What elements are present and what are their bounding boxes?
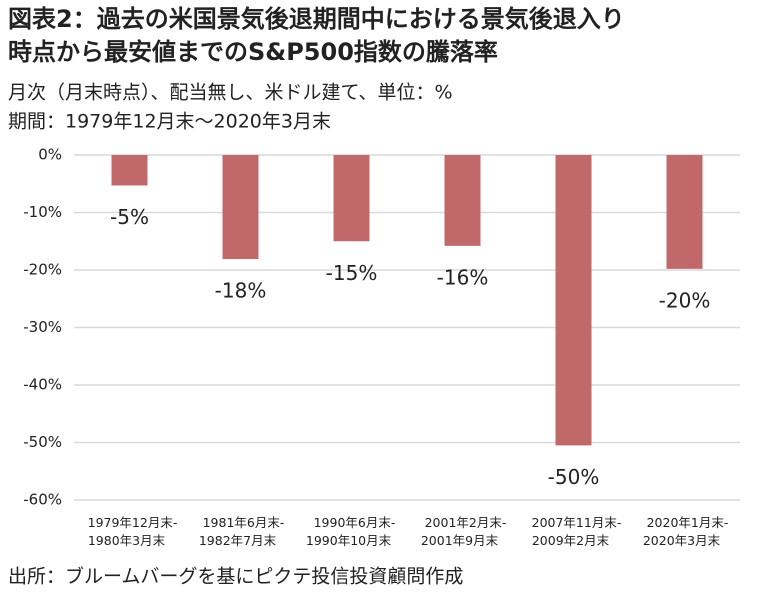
bar xyxy=(222,155,259,260)
y-tick-label: -20% xyxy=(23,261,62,279)
x-tick-label-line: 2001年2月末- xyxy=(425,515,507,530)
y-tick-label: -10% xyxy=(23,203,62,221)
x-tick-label: 1981年6月末- 1982年7月末 xyxy=(199,515,285,548)
x-tick-label: 2001年2月末- 2001年9月末 xyxy=(421,515,507,548)
x-tick-label-line: 1979年12月末- xyxy=(88,515,178,530)
subtitle: 期間：1979年12月末～2020年3月末 xyxy=(8,111,331,133)
y-tick-label: -50% xyxy=(23,433,62,451)
chart-title: 時点から最安値までのS&P500指数の騰落率 xyxy=(8,38,498,66)
bar xyxy=(555,155,592,446)
y-tick-label: -60% xyxy=(23,491,62,509)
value-label: -50% xyxy=(548,465,600,489)
y-tick-label: 0% xyxy=(38,146,62,164)
x-tick-label-line: 2020年3月末 xyxy=(643,533,721,548)
bar xyxy=(111,155,148,186)
bar xyxy=(444,155,481,246)
x-tick-label-line: 2020年1月末- xyxy=(647,515,729,530)
y-tick-label: -30% xyxy=(23,318,62,336)
x-tick-label-line: 1981年6月末- xyxy=(203,515,285,530)
x-tick-label-line: 1990年6月末- xyxy=(314,515,396,530)
subtitle: 月次（月末時点）、配当無し、米ドル建て、単位：% xyxy=(8,82,453,104)
bar xyxy=(666,155,703,269)
y-tick-label: -40% xyxy=(23,376,62,394)
x-tick-label: 2007年11月末- 2009年2月末 xyxy=(532,515,622,548)
value-label: -20% xyxy=(659,288,711,312)
bar xyxy=(333,155,370,242)
value-label: -18% xyxy=(215,279,267,303)
chart-title: 図表2：過去の米国景気後退期間中における景気後退入り xyxy=(8,5,625,33)
source: 出所：ブルームバーグを基にピクテ投信投資顧問作成 xyxy=(8,565,463,588)
value-label: -5% xyxy=(110,205,149,229)
x-tick-label-line: 1980年3月末 xyxy=(88,533,166,548)
x-tick-label: 2020年1月末- 2020年3月末 xyxy=(643,515,729,548)
x-tick-label-line: 2009年2月末 xyxy=(532,533,610,548)
x-tick-label-line: 2001年9月末 xyxy=(421,533,499,548)
x-tick-label-line: 1982年7月末 xyxy=(199,533,277,548)
value-label: -16% xyxy=(437,265,489,289)
x-tick-label-line: 2007年11月末- xyxy=(532,515,622,530)
value-label: -15% xyxy=(326,261,378,285)
x-tick-label-line: 1990年10月末 xyxy=(306,533,392,548)
x-tick-label: 1979年12月末- 1980年3月末 xyxy=(88,515,178,548)
x-tick-label: 1990年6月末- 1990年10月末 xyxy=(306,515,396,548)
